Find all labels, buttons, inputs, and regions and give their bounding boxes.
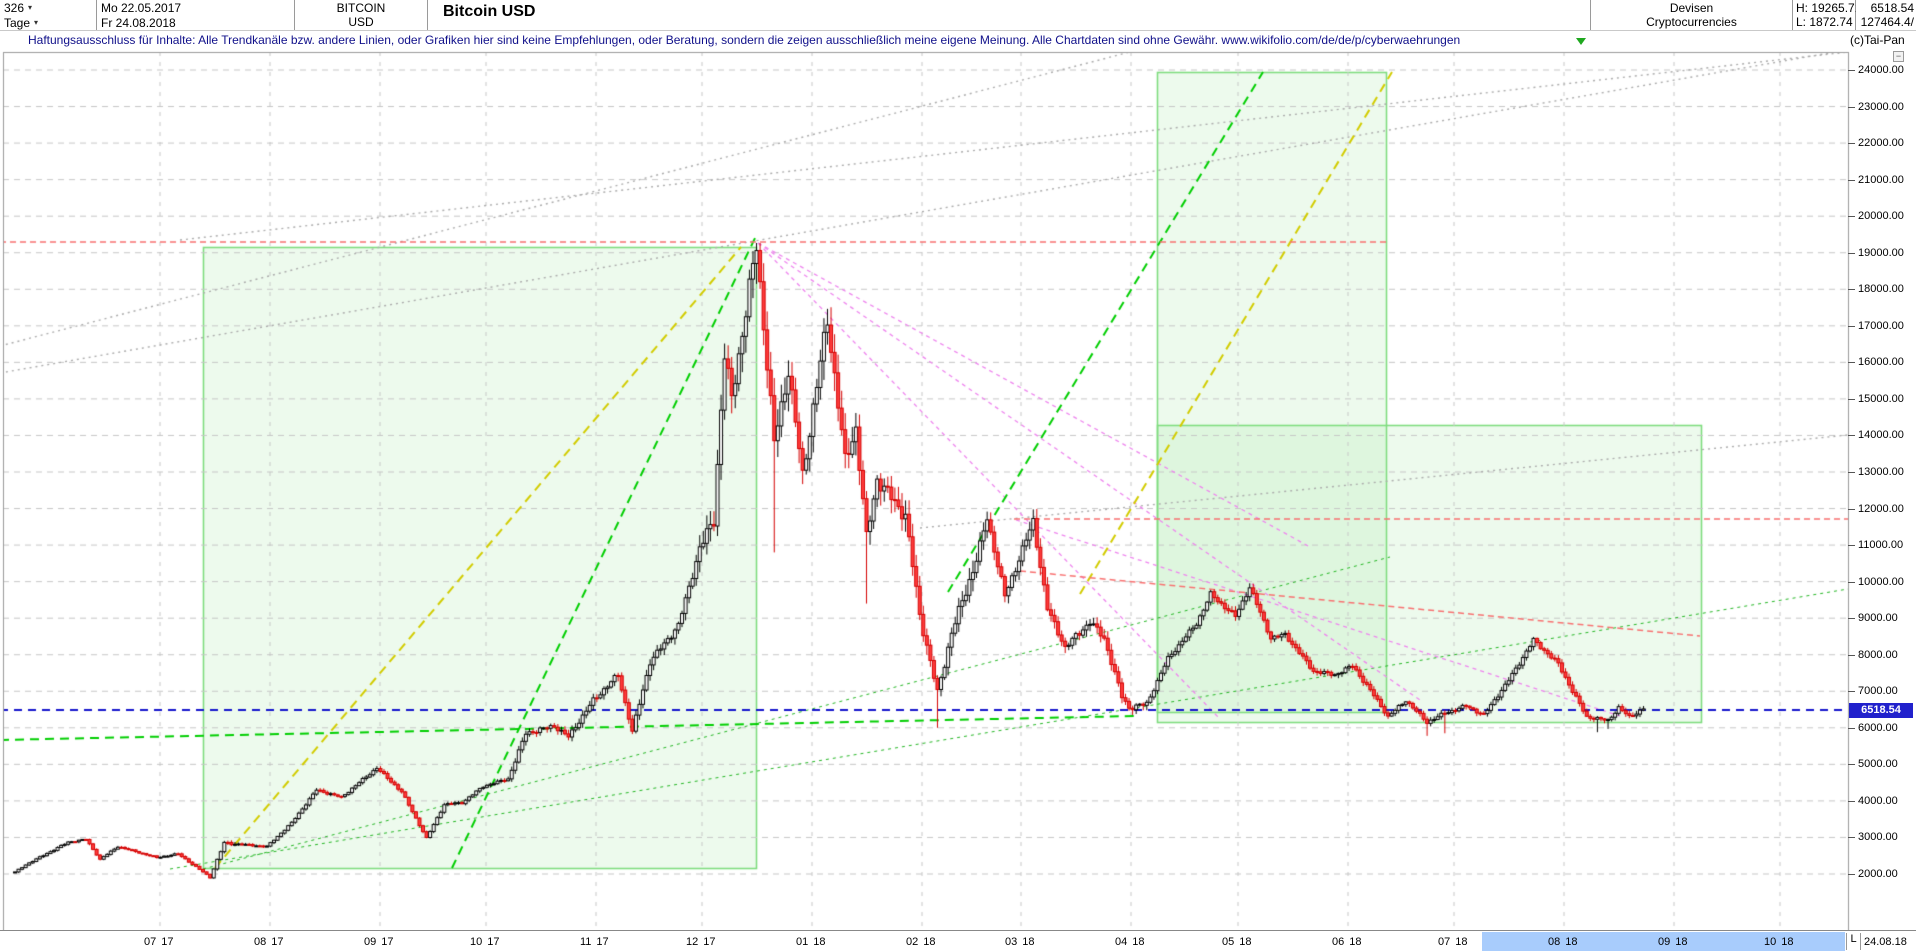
x-axis-label: 09 17 [364,936,394,948]
x-axis-label: 08 17 [254,936,284,948]
x-axis-label: 02 18 [906,936,936,948]
y-axis-tick [1848,289,1855,291]
y-axis-tick [1848,70,1855,71]
x-axis-label: 04 18 [1115,936,1145,948]
date-to-value: Fr 24.08.2018 [101,15,176,30]
x-axis-label: 07 17 [144,936,174,948]
y-axis-tick [1848,435,1855,437]
symbol-cell: BITCOIN USD [295,0,428,31]
y-axis-tick [1848,545,1855,547]
period-high-value: H: 19265.71 [1796,1,1862,15]
y-axis-tick [1848,873,1855,875]
y-axis-tick [1848,764,1855,766]
x-axis-label: 05 18 [1222,936,1252,948]
y-axis-tick [1848,581,1855,583]
y-axis-label: 18000.00 [1858,283,1904,296]
date-from-cell[interactable]: Mo 22.05.2017 [97,0,295,16]
y-axis-label: 24000.00 [1858,64,1904,76]
x-axis-label: 11 17 [580,936,609,948]
period-dropdown[interactable]: Tage ▾ [0,15,97,31]
y-axis-label: 15000.00 [1858,392,1904,405]
x-axis-label: 07 18 [1438,936,1468,948]
x-axis-label: 10 18 [1764,936,1794,948]
y-axis-label: 3000.00 [1858,831,1898,844]
x-axis [0,930,1916,952]
y-axis-tick [1848,325,1855,327]
last-price-badge: 6518.54 [1849,703,1913,718]
y-axis-tick [1848,216,1855,218]
x-axis-label: 09 18 [1658,936,1688,948]
y-axis-tick [1848,800,1855,802]
x-axis-scrollbar[interactable] [1482,932,1845,951]
symbol-name: BITCOIN [336,1,386,15]
x-axis-label: 08 18 [1548,936,1578,948]
page-title: Bitcoin USD [443,3,536,20]
last-label-cell: L [1846,933,1861,950]
y-axis-label: 20000.00 [1858,210,1904,223]
y-axis-label: 2000.00 [1858,867,1898,880]
copyright-label: (c)Tai-Pan [1850,33,1905,47]
category-cell: Devisen Cryptocurrencies [1590,0,1793,31]
y-axis-tick [1848,691,1855,693]
y-axis-label: 5000.00 [1858,758,1898,771]
date-to-cell[interactable]: Fr 24.08.2018 [97,15,295,31]
y-axis-label: 4000.00 [1858,794,1898,807]
y-axis-tick [1848,618,1855,620]
y-axis-tick [1848,837,1855,839]
category-subgroup: Cryptocurrencies [1646,15,1737,29]
bars-count-dropdown[interactable]: 326 ▾ [0,0,97,16]
y-axis-label: 17000.00 [1858,319,1904,332]
y-axis-label: 12000.00 [1858,502,1904,515]
y-axis-label: 16000.00 [1858,356,1904,369]
period-value: Tage [4,15,31,30]
y-axis-label: 21000.00 [1858,173,1904,186]
x-axis-label: 10 17 [470,936,500,948]
y-axis-tick [1848,362,1855,364]
bars-count-value: 326 [4,0,25,15]
marker-triangle-icon [1576,38,1586,45]
y-axis-label: 23000.00 [1858,100,1904,113]
y-axis-label: 22000.00 [1858,137,1904,150]
chevron-down-icon: ▾ [34,18,39,27]
y-axis-label: 6000.00 [1858,721,1898,734]
last-price-cell: 6518.54 127464.4/ [1856,0,1916,31]
high-low-cell: H: 19265.71 L: 1872.74 [1793,0,1861,31]
y-axis-label: 8000.00 [1858,648,1898,661]
period-low-value: L: 1872.74 [1796,15,1853,29]
x-axis-label: 12 17 [686,936,716,948]
y-axis-label: 19000.00 [1858,246,1904,259]
last-date-label: 24.08.18 [1864,936,1907,948]
y-axis-tick [1848,143,1855,145]
y-axis-tick [1848,252,1855,254]
y-axis-tick [1848,471,1855,473]
y-axis-label: 7000.00 [1858,685,1898,698]
last-price-value: 6518.54 [1870,1,1914,15]
chevron-down-icon: ▾ [28,3,33,12]
y-axis-label: 9000.00 [1858,612,1898,625]
symbol-currency: USD [348,15,374,29]
y-axis-tick [1848,179,1855,181]
y-axis-tick [1848,727,1855,729]
x-axis-label: 01 18 [796,936,826,948]
y-axis-tick [1848,508,1855,510]
date-from-value: Mo 22.05.2017 [101,0,182,15]
header-divider [0,30,1916,31]
disclaimer-text: Haftungsausschluss für Inhalte: Alle Tre… [28,33,1461,47]
category-group: Devisen [1669,1,1714,15]
y-axis-tick [1848,106,1855,108]
y-axis-tick [1848,398,1855,400]
y-axis-label: 11000.00 [1858,539,1904,552]
chart-header: 326 ▾ Tage ▾ Mo 22.05.2017 Fr 24.08.2018… [0,0,1916,31]
x-axis-label: 03 18 [1005,936,1035,948]
x-axis-label: 06 18 [1332,936,1362,948]
y-axis-tick [1848,654,1855,656]
y-axis-label: 13000.00 [1858,465,1904,478]
volume-value: 127464.4/ [1860,15,1914,29]
y-axis-label: 14000.00 [1858,429,1904,442]
collapse-icon[interactable]: − [1893,51,1904,62]
y-axis-label: 10000.00 [1858,575,1904,588]
